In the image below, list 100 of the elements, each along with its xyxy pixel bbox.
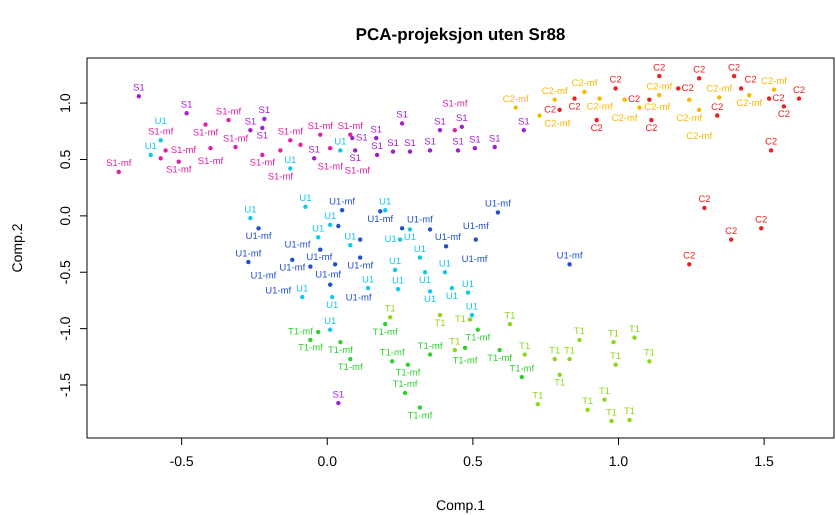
point bbox=[358, 255, 362, 260]
point bbox=[613, 362, 618, 367]
text: U1 bbox=[389, 256, 402, 268]
point bbox=[350, 136, 355, 140]
text: C2 bbox=[792, 84, 806, 96]
point bbox=[552, 98, 557, 102]
point bbox=[747, 93, 752, 98]
point bbox=[468, 317, 472, 322]
point bbox=[318, 247, 322, 252]
text: S1-mf bbox=[278, 126, 303, 138]
text: U1 bbox=[326, 300, 338, 311]
text: C2 bbox=[590, 122, 603, 134]
text: T1-mf bbox=[396, 367, 420, 378]
text: T1 bbox=[606, 407, 618, 418]
text: U1 bbox=[324, 316, 336, 327]
point bbox=[316, 330, 320, 334]
text: S1-mf bbox=[308, 120, 333, 132]
text: T1-mf bbox=[328, 344, 353, 356]
text: T1-mf bbox=[338, 362, 363, 373]
text: T1-mf bbox=[509, 363, 534, 374]
x-tick-label: 1.5 bbox=[754, 453, 774, 469]
point bbox=[597, 96, 602, 101]
point bbox=[378, 209, 382, 214]
text: C2-mf bbox=[586, 101, 612, 112]
text: C2 bbox=[544, 104, 556, 116]
text: T1-mf bbox=[418, 340, 442, 352]
point bbox=[136, 94, 142, 99]
point bbox=[316, 235, 320, 240]
y-tick-label: -1.5 bbox=[57, 372, 73, 398]
point bbox=[444, 244, 448, 249]
text: S1 bbox=[349, 153, 362, 164]
point bbox=[312, 156, 316, 161]
point bbox=[572, 96, 577, 101]
text: U1-mf bbox=[434, 232, 461, 244]
point bbox=[233, 144, 238, 150]
x-tick-label: 0.5 bbox=[463, 453, 483, 469]
point bbox=[442, 270, 448, 274]
text: S1 bbox=[308, 144, 320, 156]
text: T1-mf bbox=[407, 410, 432, 422]
text: U1-mf bbox=[484, 198, 511, 210]
point bbox=[383, 322, 388, 326]
text: U1-mf bbox=[329, 196, 356, 208]
point bbox=[577, 338, 582, 342]
point bbox=[508, 322, 512, 326]
text: S1 bbox=[133, 82, 145, 94]
point bbox=[402, 390, 408, 396]
text: T1 bbox=[384, 304, 396, 315]
text: U1-mf bbox=[462, 220, 489, 232]
point bbox=[308, 264, 313, 269]
series-label: U1-mf bbox=[306, 252, 333, 264]
point bbox=[438, 312, 442, 318]
text: S1 bbox=[396, 110, 408, 121]
point bbox=[687, 98, 692, 102]
point bbox=[246, 260, 251, 264]
text: T1 bbox=[628, 324, 640, 335]
text: C2 bbox=[653, 62, 666, 74]
point bbox=[163, 148, 168, 153]
point bbox=[627, 418, 632, 422]
point bbox=[348, 242, 352, 248]
point bbox=[353, 148, 358, 153]
text: S1-mf bbox=[216, 106, 242, 118]
point bbox=[348, 132, 352, 137]
y-tick-label: 0.5 bbox=[57, 150, 73, 170]
point bbox=[622, 98, 627, 102]
x-tick-label: -0.5 bbox=[170, 453, 194, 469]
point bbox=[717, 95, 722, 100]
series-label: S1 bbox=[356, 132, 368, 144]
point bbox=[338, 340, 343, 344]
text: C2-mf bbox=[502, 94, 529, 105]
text: T1-mf bbox=[487, 352, 512, 364]
text: U1 bbox=[299, 193, 312, 204]
point bbox=[260, 126, 265, 130]
point bbox=[300, 294, 304, 300]
point bbox=[758, 226, 764, 230]
text: U1-mf bbox=[462, 254, 488, 266]
text: T1 bbox=[608, 328, 620, 340]
text: C2-mf bbox=[612, 113, 638, 124]
text: C2-mf bbox=[761, 76, 787, 87]
point bbox=[513, 105, 518, 110]
text: S1 bbox=[387, 138, 399, 149]
text: U1 bbox=[404, 232, 416, 244]
point bbox=[340, 208, 344, 212]
text: U1 bbox=[446, 290, 458, 302]
point bbox=[632, 335, 637, 340]
point bbox=[336, 224, 341, 228]
point bbox=[450, 286, 454, 290]
text: T1 bbox=[644, 348, 655, 359]
text: S1-mf bbox=[192, 127, 218, 138]
text: S1 bbox=[370, 124, 382, 136]
point bbox=[567, 262, 572, 267]
text: C2 bbox=[568, 101, 581, 112]
point bbox=[557, 372, 562, 378]
point bbox=[298, 142, 303, 148]
text: C2 bbox=[711, 102, 724, 113]
point bbox=[418, 255, 422, 260]
point bbox=[262, 116, 267, 122]
text: U1 bbox=[424, 294, 436, 306]
text: S1 bbox=[518, 116, 530, 128]
text: S1 bbox=[256, 130, 268, 142]
point bbox=[422, 270, 428, 274]
